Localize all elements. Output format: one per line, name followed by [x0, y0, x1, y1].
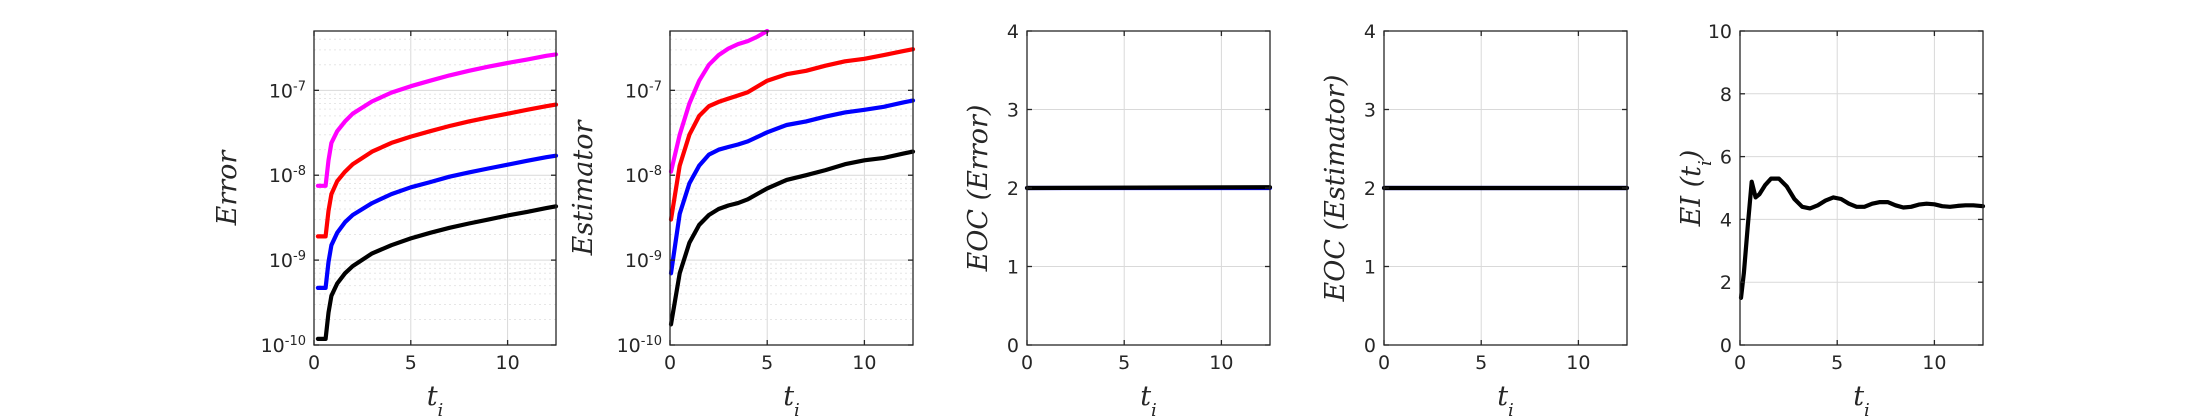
y-tick-label: 10-7 — [625, 79, 662, 103]
x-tick-label: 10 — [1209, 352, 1233, 374]
y-tick-label: 2 — [1007, 178, 1019, 200]
y-tick-label: 4 — [1007, 21, 1019, 43]
y-tick-label: 1 — [1007, 257, 1019, 279]
x-axis-label: ti — [1497, 381, 1514, 417]
x-tick-label: 0 — [1734, 352, 1746, 374]
series-line-4 — [315, 204, 559, 341]
axes-frame — [1739, 30, 1984, 346]
chart-panel-5: 0 5 10 0 2 4 6 8 10 ti EI (ti) — [1676, 21, 1986, 417]
chart-panel-3: 0 5 10 0 1 2 3 4 ti EOC (Error) — [963, 21, 1273, 417]
x-tick-label: 5 — [405, 352, 417, 374]
y-tick-label: 10-10 — [617, 334, 662, 358]
x-tick-label: 0 — [1378, 352, 1390, 374]
x-axis-label: ti — [427, 381, 444, 417]
x-axis-label: ti — [783, 381, 800, 417]
x-axis-label: ti — [1140, 381, 1157, 417]
x-tick-label: 0 — [1021, 352, 1033, 374]
x-tick-label: 5 — [761, 352, 773, 374]
y-tick-label: 10-9 — [625, 249, 662, 273]
y-tick-label: 3 — [1007, 100, 1019, 122]
chart-panel-2: 0 5 10 10-10 10-9 10-8 10-7 ti Estimator — [568, 28, 916, 417]
y-tick-label: 4 — [1720, 209, 1732, 231]
x-tick-label: 5 — [1118, 352, 1130, 374]
x-axis-label: ti — [1853, 381, 1870, 417]
series-line-4 — [668, 149, 916, 327]
x-tick-label: 0 — [308, 352, 320, 374]
y-axis-label: EOC (Error) — [963, 105, 994, 273]
x-tick-label: 10 — [852, 352, 876, 374]
y-tick-label: 8 — [1720, 84, 1732, 106]
series-line-1 — [668, 28, 770, 174]
y-axis-label: EOC (Estimator) — [1320, 75, 1351, 303]
y-tick-label: 3 — [1364, 100, 1376, 122]
series-line-1 — [315, 52, 559, 188]
series-line-3 — [315, 153, 559, 290]
series-line-1 — [1738, 176, 1986, 300]
x-tick-label: 10 — [1922, 352, 1946, 374]
y-tick-label: 2 — [1720, 272, 1732, 294]
x-tick-label: 5 — [1475, 352, 1487, 374]
series-line-2 — [1024, 185, 1273, 191]
y-tick-label: 10-7 — [269, 79, 306, 103]
chart-panel-1: 0 5 10 10-10 10-9 10-8 10-7 ti Error — [212, 30, 559, 417]
x-tick-label: 5 — [1831, 352, 1843, 374]
x-tick-label: 10 — [1566, 352, 1590, 374]
y-tick-label: 2 — [1364, 178, 1376, 200]
y-tick-label: 10-10 — [261, 334, 306, 358]
y-tick-label: 10-8 — [625, 164, 662, 188]
y-tick-label: 6 — [1720, 147, 1732, 169]
y-tick-label: 0 — [1007, 335, 1019, 357]
axes-frame — [313, 30, 557, 346]
y-axis-label: Error — [212, 149, 243, 227]
y-tick-label: 10-8 — [269, 164, 306, 188]
y-axis-label: Estimator — [568, 119, 599, 257]
y-tick-label: 10-9 — [269, 249, 306, 273]
series-line-3 — [668, 98, 916, 276]
series-line-2 — [315, 102, 559, 239]
y-tick-label: 0 — [1364, 335, 1376, 357]
x-tick-label: 10 — [496, 352, 520, 374]
y-tick-label: 10 — [1708, 21, 1732, 43]
y-tick-label: 1 — [1364, 257, 1376, 279]
y-axis-label: EI (ti) — [1676, 150, 1716, 228]
y-tick-label: 0 — [1720, 335, 1732, 357]
axes-frame — [669, 30, 914, 346]
y-tick-label: 4 — [1364, 21, 1376, 43]
x-tick-label: 0 — [664, 352, 676, 374]
chart-panel-4: 0 5 10 0 1 2 3 4 ti EOC (Estimator) — [1320, 21, 1630, 417]
series-line-2 — [668, 47, 916, 222]
